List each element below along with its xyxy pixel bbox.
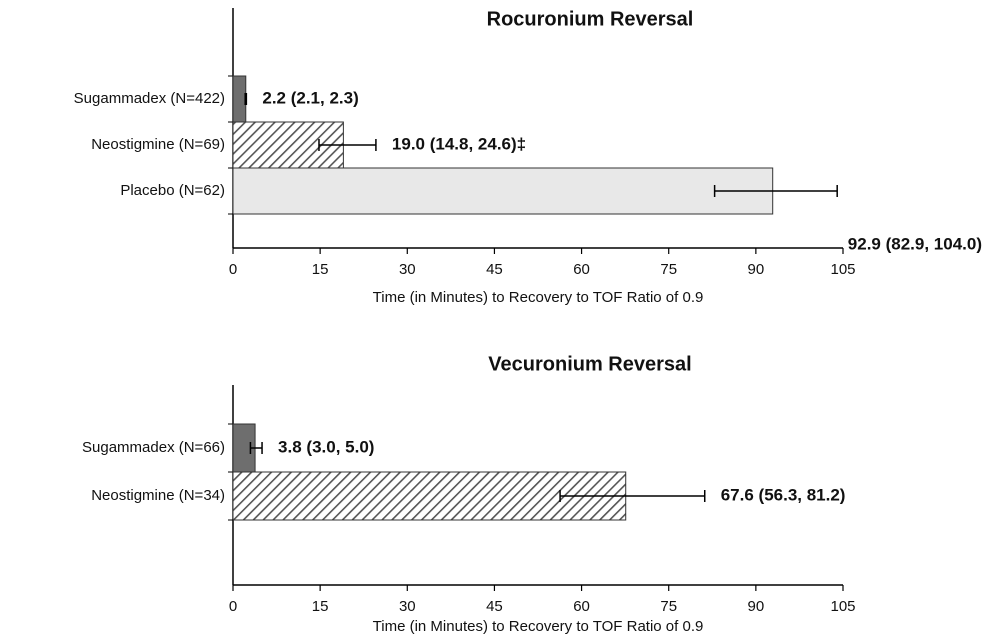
value-label: 19.0 (14.8, 24.6)‡ bbox=[392, 134, 526, 153]
category-label: Neostigmine (N=69) bbox=[91, 136, 225, 153]
x-tick-label: 15 bbox=[312, 598, 329, 615]
chart-title: Vecuronium Reversal bbox=[488, 353, 691, 375]
x-tick-label: 15 bbox=[312, 261, 329, 278]
x-tick-label: 75 bbox=[660, 261, 677, 278]
x-tick-label: 60 bbox=[573, 598, 590, 615]
category-label: Placebo (N=62) bbox=[120, 182, 225, 199]
x-axis-title: Time (in Minutes) to Recovery to TOF Rat… bbox=[373, 289, 704, 306]
x-tick-label: 0 bbox=[229, 598, 237, 615]
x-tick-label: 45 bbox=[486, 261, 503, 278]
value-label: 3.8 (3.0, 5.0) bbox=[278, 437, 374, 456]
category-label: Sugammadex (N=422) bbox=[74, 90, 225, 107]
x-tick-label: 60 bbox=[573, 261, 590, 278]
x-tick-label: 45 bbox=[486, 598, 503, 615]
x-tick-label: 30 bbox=[399, 598, 416, 615]
value-label: 92.9 (82.9, 104.0) bbox=[848, 234, 982, 253]
x-tick-label: 0 bbox=[229, 261, 237, 278]
x-tick-label: 90 bbox=[748, 261, 765, 278]
x-tick-label: 105 bbox=[830, 261, 855, 278]
x-axis-title: Time (in Minutes) to Recovery to TOF Rat… bbox=[373, 618, 704, 635]
value-label: 67.6 (56.3, 81.2) bbox=[721, 485, 846, 504]
x-tick-label: 105 bbox=[830, 598, 855, 615]
category-label: Neostigmine (N=34) bbox=[91, 487, 225, 504]
x-tick-label: 30 bbox=[399, 261, 416, 278]
x-tick-label: 75 bbox=[660, 598, 677, 615]
bar bbox=[232, 75, 247, 123]
bar bbox=[232, 167, 774, 215]
value-label: 2.2 (2.1, 2.3) bbox=[262, 88, 358, 107]
x-tick-label: 90 bbox=[748, 598, 765, 615]
chart-title: Rocuronium Reversal bbox=[487, 8, 694, 30]
category-label: Sugammadex (N=66) bbox=[82, 439, 225, 456]
